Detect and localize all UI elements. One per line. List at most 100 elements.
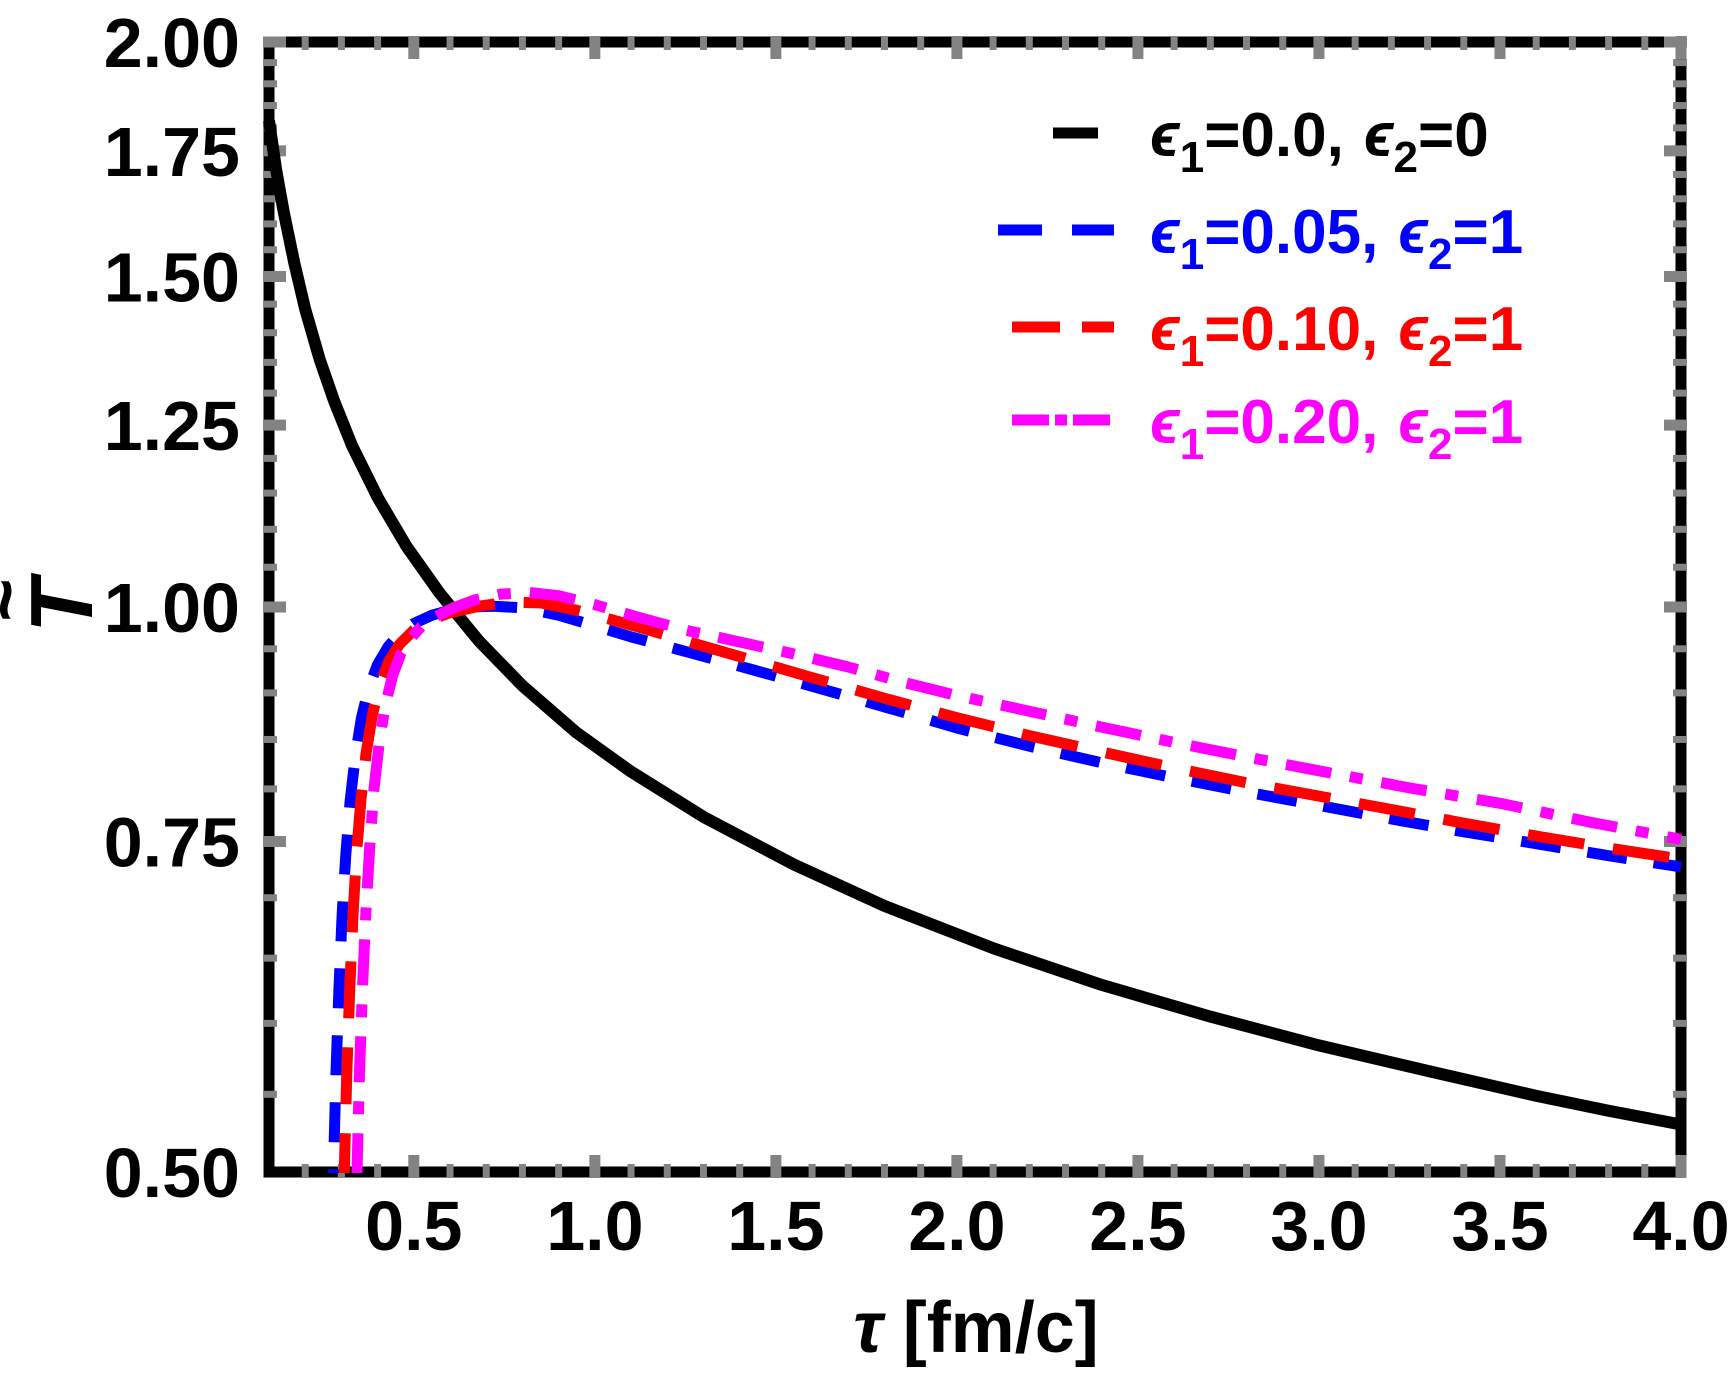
y-minor-tick [263, 300, 277, 308]
x-minor-tick [1568, 36, 1576, 50]
x-minor-tick [374, 36, 382, 50]
y-minor-tick [263, 489, 277, 497]
y-tick-label: 0.50 [104, 1134, 240, 1212]
x-minor-tick [1243, 1164, 1251, 1178]
x-major-tick [1313, 1155, 1325, 1178]
x-minor-tick [518, 1164, 526, 1178]
y-axis-label-letter: T [12, 573, 111, 633]
legend-entry-red: ϵ1=0.10, ϵ2=1 [1150, 295, 1523, 376]
y-minor-tick [1673, 689, 1687, 697]
y-minor-tick [1673, 102, 1687, 110]
x-minor-tick [736, 1164, 744, 1178]
x-minor-tick [1424, 1164, 1432, 1178]
x-minor-tick [989, 1164, 997, 1178]
y-minor-tick [1673, 1019, 1687, 1027]
curve-eps1-0-05-eps2-1 [327, 600, 1682, 1173]
x-major-tick [1494, 36, 1506, 59]
x-major-tick [1494, 1155, 1506, 1178]
x-minor-tick [482, 1164, 490, 1178]
y-minor-tick [1673, 525, 1687, 533]
x-minor-tick [1641, 1164, 1649, 1178]
y-major-tick [1664, 36, 1687, 48]
x-major-tick [589, 1155, 601, 1178]
x-minor-tick [663, 36, 671, 50]
x-minor-tick [1206, 36, 1214, 50]
y-major-tick [263, 835, 286, 847]
y-minor-tick [1673, 785, 1687, 793]
x-minor-tick [1025, 1164, 1033, 1178]
y-minor-tick [1673, 454, 1687, 462]
y-tick-label: 0.75 [104, 803, 240, 881]
y-minor-tick [263, 785, 277, 793]
x-minor-tick [627, 36, 635, 50]
epsilon2-symbol: ϵ [1398, 198, 1429, 267]
x-minor-tick [1206, 1164, 1214, 1178]
y-tick-label: 1.75 [104, 113, 240, 191]
x-minor-tick [917, 36, 925, 50]
x-minor-tick [446, 36, 454, 50]
y-minor-tick [1673, 124, 1687, 132]
x-major-tick [770, 36, 782, 59]
x-tick-label: 1.0 [546, 1187, 643, 1265]
x-tick-label: 4.0 [1632, 1187, 1729, 1265]
y-minor-tick [1673, 489, 1687, 497]
x-major-tick [951, 36, 963, 59]
x-axis-label: τ [fm/c] [853, 1288, 1098, 1368]
x-minor-tick [1605, 1164, 1613, 1178]
x-major-tick [1132, 1155, 1144, 1178]
y-major-tick [263, 601, 286, 613]
x-tick-label: 2.5 [1089, 1187, 1186, 1265]
y-minor-tick [263, 689, 277, 697]
y-axis-label-tilde: ~ [0, 578, 46, 621]
curve-eps1-0-10-eps2-1 [338, 596, 1682, 1173]
legend-entry-blue: ϵ1=0.05, ϵ2=1 [1150, 198, 1523, 279]
x-axis-label-unit: [fm/c] [883, 1288, 1099, 1368]
x-minor-tick [699, 1164, 707, 1178]
x-minor-tick [1243, 36, 1251, 50]
x-major-tick [589, 36, 601, 59]
epsilon1-symbol: ϵ [1150, 388, 1181, 457]
x-minor-tick [1062, 36, 1070, 50]
x-minor-tick [808, 1164, 816, 1178]
x-minor-tick [555, 1164, 563, 1178]
legend: ϵ1=0.0, ϵ2=0 ϵ1=0.05, ϵ2=1 ϵ1=0.10, ϵ2=1 ϵ1… [998, 101, 1523, 469]
legend-line-samples [998, 127, 1114, 426]
epsilon2-symbol: ϵ [1398, 388, 1429, 457]
y-major-tick [263, 36, 286, 48]
y-tick-label: 1.50 [104, 238, 240, 316]
legend-entry-black: ϵ1=0.0, ϵ2=0 [1150, 101, 1489, 182]
x-minor-tick [844, 36, 852, 50]
y-minor-tick [263, 102, 277, 110]
y-tick-labels: 2.00 1.75 1.50 1.25 1.00 0.75 0.50 [104, 4, 240, 1212]
y-minor-tick [1673, 195, 1687, 203]
x-tick-labels: 0.5 1.0 1.5 2.0 2.5 3.0 3.5 4.0 [365, 1187, 1729, 1265]
x-minor-tick [1424, 36, 1432, 50]
y-minor-tick [1673, 300, 1687, 308]
x-tick-label: 3.5 [1451, 1187, 1548, 1265]
curve-eps1-0-20-eps2-1 [351, 587, 1683, 1173]
x-minor-tick [1351, 1164, 1359, 1178]
y-minor-tick [263, 195, 277, 203]
x-minor-tick [917, 1164, 925, 1178]
x-minor-tick [1460, 1164, 1468, 1178]
y-minor-tick [1673, 735, 1687, 743]
y-minor-tick [1673, 563, 1687, 571]
x-minor-tick [482, 36, 490, 50]
y-minor-tick [1673, 894, 1687, 902]
y-minor-tick [1673, 80, 1687, 88]
x-minor-tick [1025, 36, 1033, 50]
x-axis-label-tau: τ [853, 1288, 886, 1368]
epsilon2-symbol: ϵ [1364, 101, 1395, 170]
x-minor-tick [880, 36, 888, 50]
x-major-tick [1675, 1155, 1687, 1178]
y-major-tick [1664, 270, 1687, 282]
y-major-tick [1664, 601, 1687, 613]
epsilon1-symbol: ϵ [1150, 295, 1181, 364]
x-minor-tick [301, 36, 309, 50]
x-minor-tick [1062, 1164, 1070, 1178]
x-minor-tick [1170, 36, 1178, 50]
x-major-tick [408, 1155, 420, 1178]
y-tick-label: 2.00 [104, 4, 240, 82]
x-minor-tick [663, 1164, 671, 1178]
